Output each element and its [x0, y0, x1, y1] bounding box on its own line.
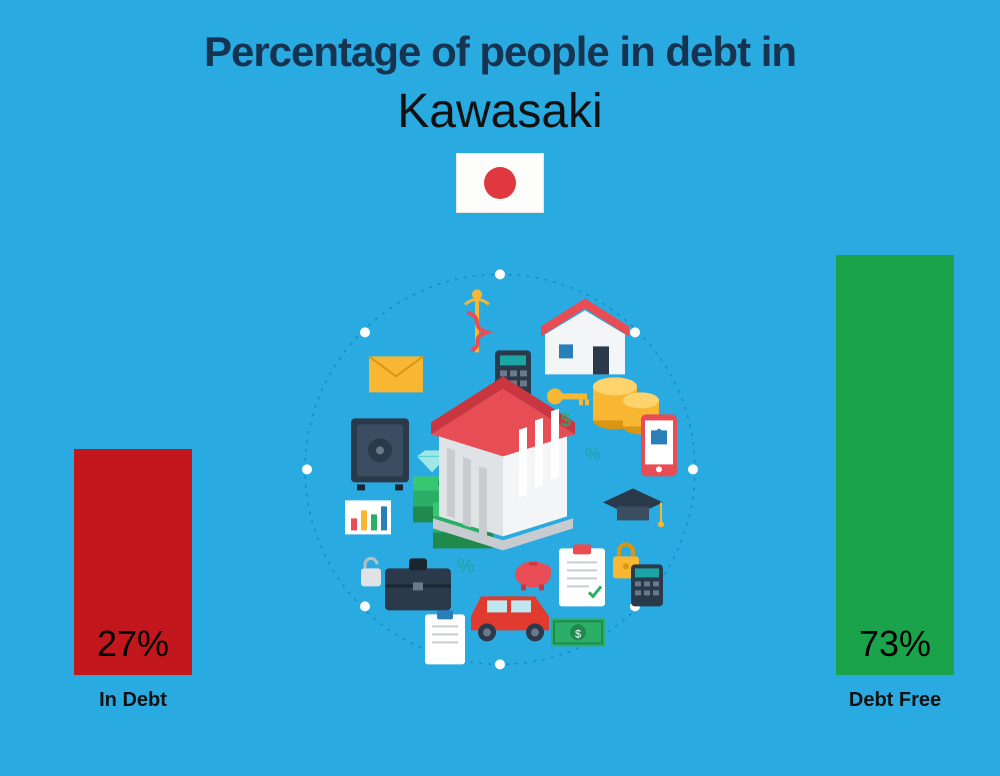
percent-sign-icon: % — [585, 444, 601, 464]
key-icon — [547, 388, 589, 405]
safe-icon — [351, 418, 409, 490]
flag-circle-icon — [484, 167, 516, 199]
city-name: Kawasaki — [0, 84, 1000, 139]
padlock-open-icon — [361, 558, 381, 586]
envelope-icon — [369, 356, 423, 392]
clipboard-icon — [559, 544, 605, 606]
bar-rect: 73% — [836, 255, 954, 675]
bar-value: 73% — [859, 623, 931, 675]
svg-text:$: $ — [575, 628, 581, 640]
house-icon — [541, 298, 629, 374]
briefcase-icon — [385, 558, 451, 610]
car-icon — [471, 596, 549, 641]
bar-in-debt: 27% In Debt — [74, 449, 192, 712]
page-title: Percentage of people in debt in — [0, 0, 1000, 76]
bar-value: 27% — [97, 623, 169, 675]
finance-illustration: % % $ $ — [285, 254, 715, 684]
clipboard-icon — [425, 610, 465, 664]
dollar-bill-icon: $ — [551, 618, 605, 646]
piggy-bank-icon — [515, 561, 551, 590]
bar-rect: 27% — [74, 449, 192, 675]
smartphone-icon — [641, 414, 677, 476]
japan-flag — [456, 153, 544, 213]
bar-label: Debt Free — [836, 689, 954, 712]
graduation-cap-icon — [603, 488, 664, 527]
percent-sign-icon: % — [457, 555, 475, 577]
dollar-sign-icon: $ — [561, 410, 571, 430]
bar-debt-free: 73% Debt Free — [836, 255, 954, 712]
chart-icon — [345, 500, 391, 534]
calculator-icon — [631, 564, 663, 606]
caduceus-icon — [465, 289, 489, 352]
bar-label: In Debt — [74, 689, 192, 712]
